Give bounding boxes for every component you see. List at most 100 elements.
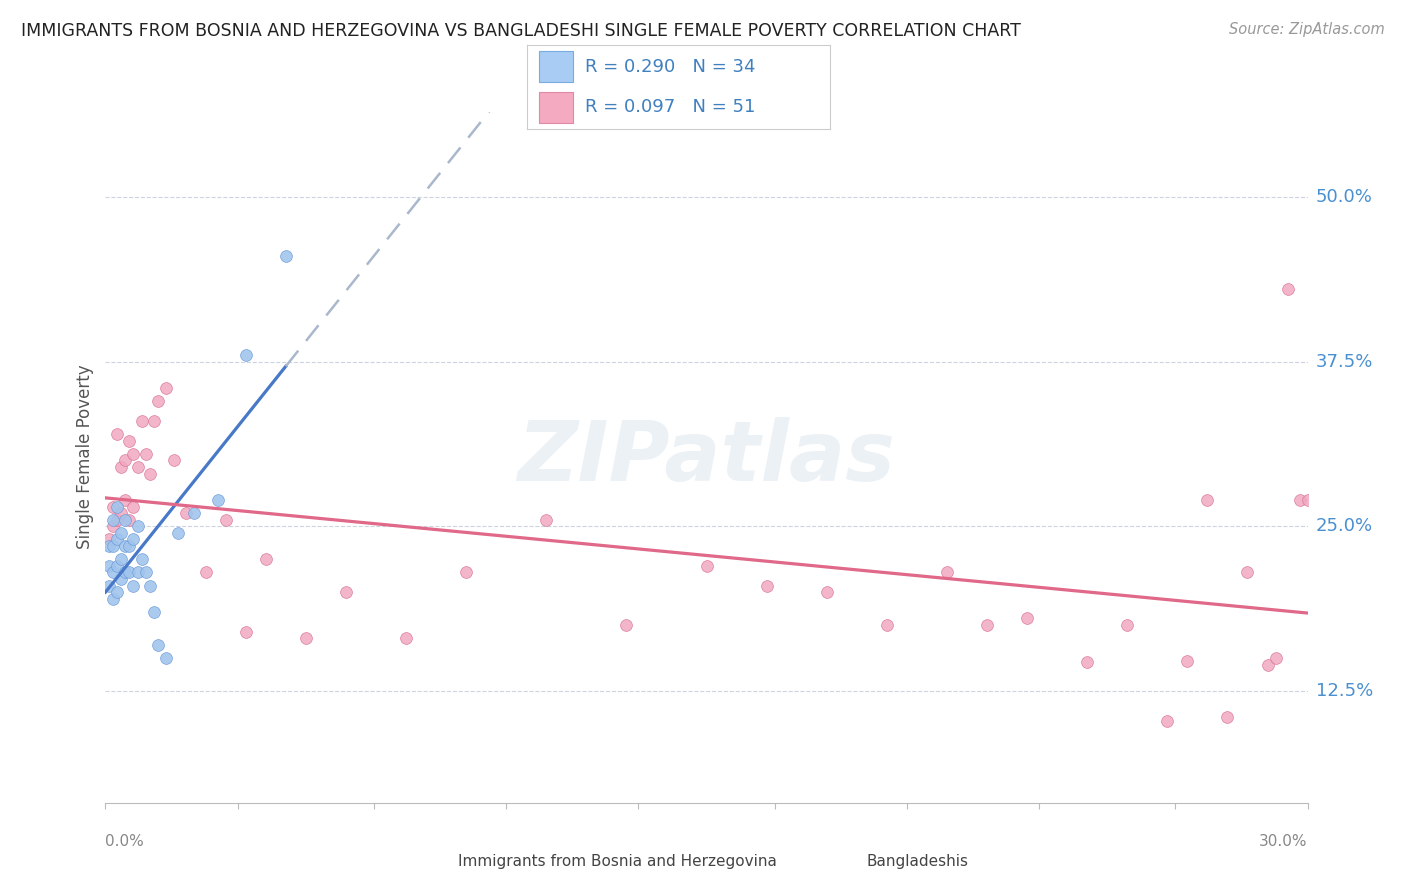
Bar <box>540 52 572 82</box>
Point <box>114 453 136 467</box>
Point <box>1236 566 1258 580</box>
Point <box>214 513 236 527</box>
Point <box>274 249 297 263</box>
Point <box>103 519 125 533</box>
Point <box>103 591 125 606</box>
Text: 0.0%: 0.0% <box>105 834 145 849</box>
Point <box>146 394 169 409</box>
Point <box>162 453 184 467</box>
Point <box>155 651 177 665</box>
Point <box>534 513 557 527</box>
Point <box>107 500 129 514</box>
Point <box>118 566 141 580</box>
Point <box>110 572 132 586</box>
Point <box>395 631 418 645</box>
Point <box>616 618 638 632</box>
Point <box>155 381 177 395</box>
Point <box>122 578 145 592</box>
Point <box>1017 611 1039 625</box>
Text: 50.0%: 50.0% <box>1316 188 1372 206</box>
Text: IMMIGRANTS FROM BOSNIA AND HERZEGOVINA VS BANGLADESHI SINGLE FEMALE POVERTY CORR: IMMIGRANTS FROM BOSNIA AND HERZEGOVINA V… <box>21 22 1021 40</box>
Point <box>166 525 188 540</box>
Point <box>335 585 357 599</box>
Point <box>114 492 136 507</box>
Text: ZIPatlas: ZIPatlas <box>517 417 896 498</box>
Point <box>454 566 477 580</box>
Point <box>118 513 141 527</box>
Point <box>1197 492 1219 507</box>
Point <box>1156 714 1178 728</box>
Text: Immigrants from Bosnia and Herzegovina: Immigrants from Bosnia and Herzegovina <box>458 855 778 869</box>
Point <box>194 566 217 580</box>
Text: 12.5%: 12.5% <box>1316 681 1374 700</box>
Point <box>122 500 145 514</box>
Text: R = 0.097   N = 51: R = 0.097 N = 51 <box>585 98 755 116</box>
Point <box>98 533 121 547</box>
Text: Bangladeshis: Bangladeshis <box>866 855 969 869</box>
Point <box>1277 282 1299 296</box>
Point <box>146 638 169 652</box>
Text: Source: ZipAtlas.com: Source: ZipAtlas.com <box>1229 22 1385 37</box>
Point <box>254 552 277 566</box>
Point <box>103 500 125 514</box>
Point <box>98 539 121 553</box>
Point <box>107 585 129 599</box>
Text: 30.0%: 30.0% <box>1260 834 1308 849</box>
Point <box>98 558 121 573</box>
Point <box>135 447 157 461</box>
Text: R = 0.290   N = 34: R = 0.290 N = 34 <box>585 58 755 76</box>
Point <box>114 513 136 527</box>
Point <box>122 533 145 547</box>
Point <box>110 525 132 540</box>
Point <box>131 414 153 428</box>
Point <box>696 558 718 573</box>
Point <box>207 492 229 507</box>
Text: 37.5%: 37.5% <box>1316 352 1374 371</box>
Point <box>936 566 959 580</box>
Point <box>1116 618 1139 632</box>
Point <box>135 566 157 580</box>
Point <box>107 558 129 573</box>
Point <box>138 467 160 481</box>
Point <box>142 414 165 428</box>
Point <box>127 460 149 475</box>
Point <box>114 566 136 580</box>
Point <box>118 434 141 448</box>
Point <box>103 566 125 580</box>
Point <box>138 578 160 592</box>
Point <box>114 539 136 553</box>
Point <box>122 447 145 461</box>
Y-axis label: Single Female Poverty: Single Female Poverty <box>76 365 94 549</box>
Point <box>755 578 778 592</box>
Point <box>235 348 257 362</box>
Point <box>107 427 129 442</box>
Point <box>183 506 205 520</box>
Point <box>1076 655 1098 669</box>
Text: 25.0%: 25.0% <box>1316 517 1374 535</box>
Point <box>174 506 197 520</box>
Point <box>103 513 125 527</box>
Point <box>235 624 257 639</box>
Bar <box>540 92 572 122</box>
Point <box>876 618 898 632</box>
Point <box>1296 492 1319 507</box>
Point <box>118 539 141 553</box>
Point <box>976 618 998 632</box>
Point <box>142 605 165 619</box>
Point <box>1216 710 1239 724</box>
Point <box>127 566 149 580</box>
Point <box>1288 492 1310 507</box>
Point <box>110 506 132 520</box>
Point <box>103 539 125 553</box>
Point <box>815 585 838 599</box>
Point <box>1177 654 1199 668</box>
Point <box>295 631 318 645</box>
Point <box>1264 651 1286 665</box>
Point <box>107 533 129 547</box>
Point <box>1257 657 1279 672</box>
Point <box>98 578 121 592</box>
Point <box>107 513 129 527</box>
Point <box>110 552 132 566</box>
Point <box>131 552 153 566</box>
Point <box>110 460 132 475</box>
